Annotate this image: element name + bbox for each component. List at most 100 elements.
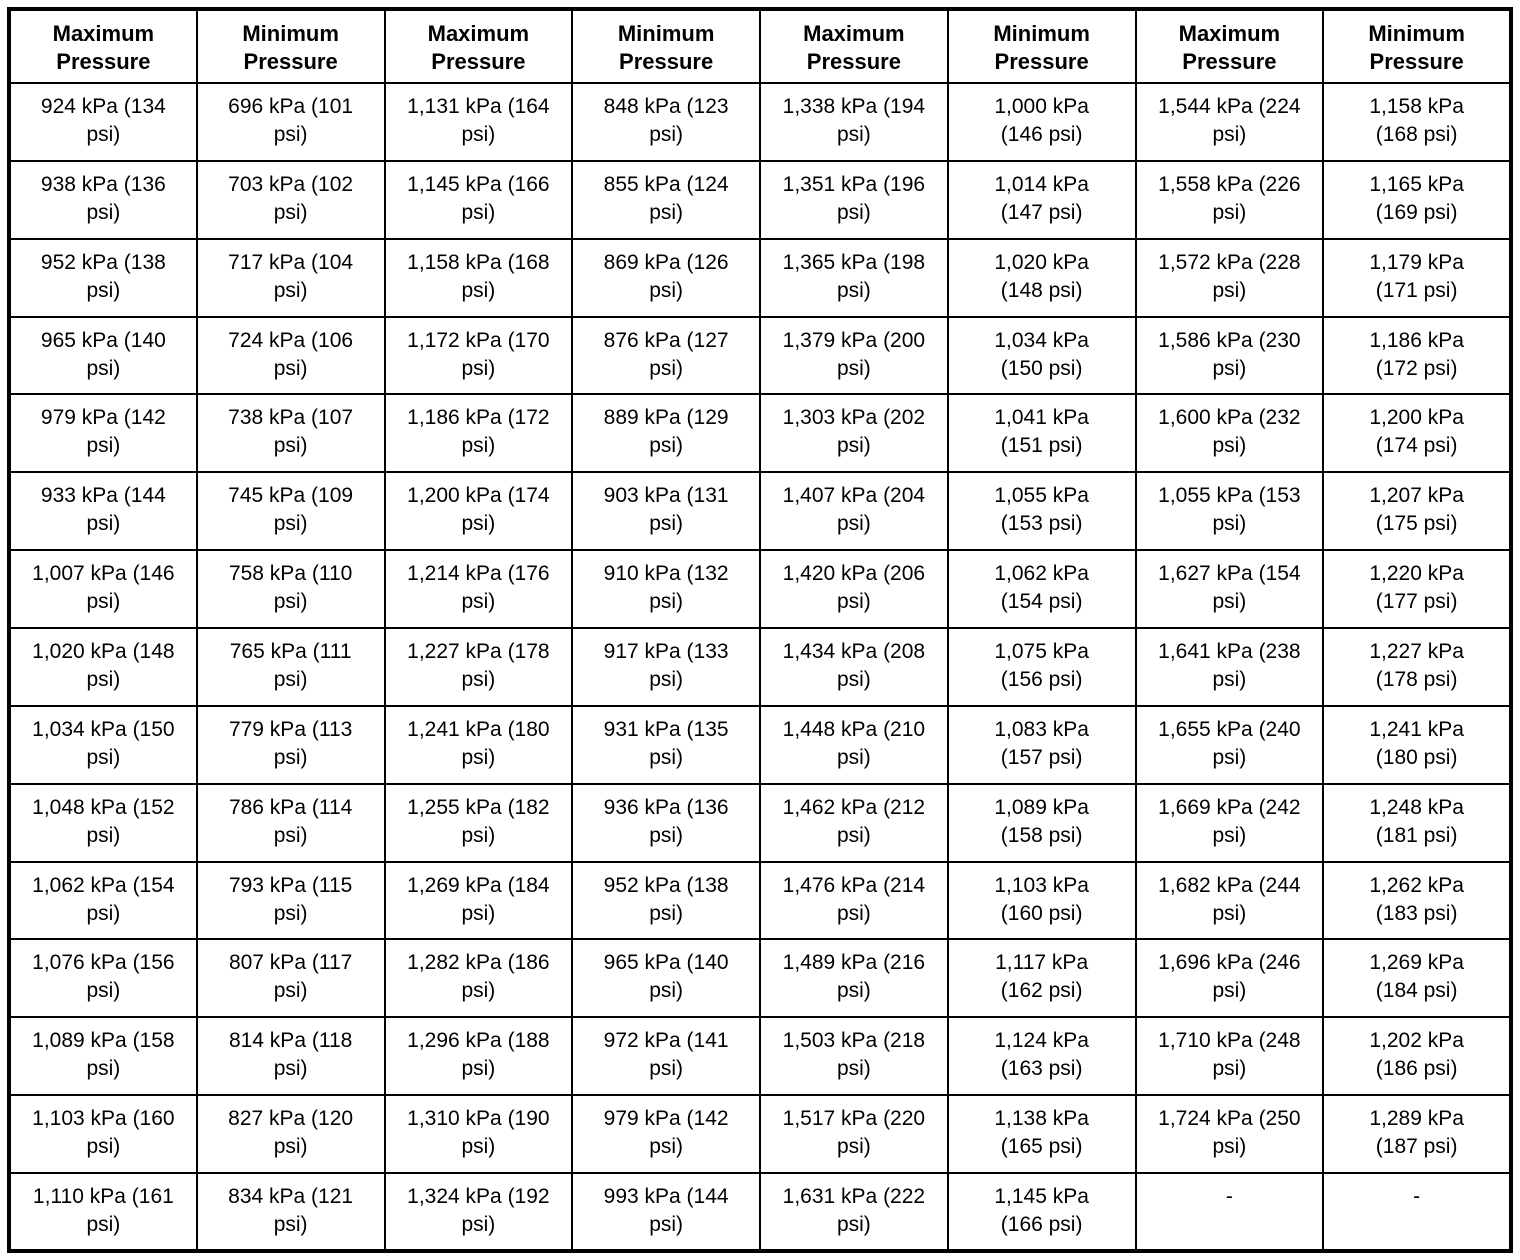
table-cell: 1,241 kPa (180 psi) [383,704,574,785]
table-cell: 952 kPa (138 psi) [571,860,761,941]
table-cell: 1,544 kPa (224 psi) [1134,82,1325,162]
table-cell: 1,214 kPa (176 psi) [383,549,574,630]
table-cell: 1,089 kPa (158 psi) [946,782,1137,863]
table-cell: 1,289 kPa (187 psi) [1322,1094,1512,1175]
table-cell: 1,138 kPa (165 psi) [946,1094,1137,1175]
table-cell: 779 kPa (113 psi) [195,704,386,785]
table-cell: 889 kPa (129 psi) [571,393,761,474]
column-header: Maximum Pressure [1134,8,1325,84]
table-cell: 765 kPa (111 psi) [195,627,386,707]
table-cell: - [1134,1172,1325,1252]
table-row: 1,048 kPa (152 psi) 786 kPa (114 psi) 1,25… [8,782,1512,863]
column-header: Minimum Pressure [946,8,1137,84]
table-cell: 952 kPa (138 psi) [8,237,198,318]
table-cell: 1,627 kPa (154 psi) [1134,549,1325,630]
table-cell: 1,014 kPa (147 psi) [946,159,1137,240]
table-cell: 786 kPa (114 psi) [195,782,386,863]
table-cell: 1,241 kPa (180 psi) [1322,704,1512,785]
table-cell: 848 kPa (123 psi) [571,82,761,162]
table-cell: 1,296 kPa (188 psi) [383,1016,574,1097]
column-header: Minimum Pressure [571,8,761,84]
table-cell: 1,476 kPa (214 psi) [759,860,949,941]
table-cell: 924 kPa (134 psi) [8,82,198,162]
table-cell: 1,227 kPa (178 psi) [383,627,574,707]
table-cell: 938 kPa (136 psi) [8,159,198,240]
table-cell: 1,631 kPa (222 psi) [759,1172,949,1252]
table-cell: 1,076 kPa (156 psi) [8,938,198,1019]
table-cell: 1,007 kPa (146 psi) [8,549,198,630]
table-row: 1,089 kPa (158 psi) 814 kPa (118 psi) 1,29… [8,1016,1512,1097]
table-body: 924 kPa (134 psi) 696 kPa (101 psi) 1,131 … [8,82,1512,1252]
table-cell: 1,048 kPa (152 psi) [8,782,198,863]
table-cell: 917 kPa (133 psi) [571,627,761,707]
table-cell: 1,200 kPa (174 psi) [383,471,574,552]
column-header: Minimum Pressure [1322,8,1512,84]
table-row: 1,034 kPa (150 psi) 779 kPa (113 psi) 1,24… [8,704,1512,785]
table-row: 933 kPa (144 psi) 745 kPa (109 psi) 1,200 … [8,471,1512,552]
table-cell: 758 kPa (110 psi) [195,549,386,630]
table-cell: 1,117 kPa (162 psi) [946,938,1137,1019]
table-cell: 979 kPa (142 psi) [8,393,198,474]
table-cell: 1,220 kPa (177 psi) [1322,549,1512,630]
table-cell: 1,338 kPa (194 psi) [759,82,949,162]
table-cell: 855 kPa (124 psi) [571,159,761,240]
table-cell: 1,407 kPa (204 psi) [759,471,949,552]
table-cell: 1,420 kPa (206 psi) [759,549,949,630]
table-cell: 1,202 kPa (186 psi) [1322,1016,1512,1097]
table-cell: 1,062 kPa (154 psi) [8,860,198,941]
table-cell: 1,179 kPa (171 psi) [1322,237,1512,318]
table-cell: 1,000 kPa (146 psi) [946,82,1137,162]
table-row: 979 kPa (142 psi) 738 kPa (107 psi) 1,186 … [8,393,1512,474]
table-cell: 1,600 kPa (232 psi) [1134,393,1325,474]
table-cell: 1,075 kPa (156 psi) [946,627,1137,707]
table-cell: 1,365 kPa (198 psi) [759,237,949,318]
table-cell: 1,586 kPa (230 psi) [1134,315,1325,396]
table-cell: 1,517 kPa (220 psi) [759,1094,949,1175]
column-header: Minimum Pressure [195,8,386,84]
table-cell: 1,310 kPa (190 psi) [383,1094,574,1175]
table-cell: 745 kPa (109 psi) [195,471,386,552]
column-header: Maximum Pressure [383,8,574,84]
table-cell: 931 kPa (135 psi) [571,704,761,785]
table-cell: 1,503 kPa (218 psi) [759,1016,949,1097]
table-cell: 1,200 kPa (174 psi) [1322,393,1512,474]
table-cell: 1,710 kPa (248 psi) [1134,1016,1325,1097]
table-cell: 1,262 kPa (183 psi) [1322,860,1512,941]
table-cell: 965 kPa (140 psi) [571,938,761,1019]
table-cell: 1,158 kPa (168 psi) [1322,82,1512,162]
table-cell: 696 kPa (101 psi) [195,82,386,162]
table-cell: 1,669 kPa (242 psi) [1134,782,1325,863]
table-cell: 1,303 kPa (202 psi) [759,393,949,474]
table-cell: 1,186 kPa (172 psi) [1322,315,1512,396]
table-cell: 1,489 kPa (216 psi) [759,938,949,1019]
table-cell: 1,324 kPa (192 psi) [383,1172,574,1252]
table-cell: 1,227 kPa (178 psi) [1322,627,1512,707]
table-row: 952 kPa (138 psi) 717 kPa (104 psi) 1,158 … [8,237,1512,318]
table-row: 1,110 kPa (161 psi) 834 kPa (121 psi) 1,32… [8,1172,1512,1252]
table-cell: 1,165 kPa (169 psi) [1322,159,1512,240]
table-cell: 1,034 kPa (150 psi) [946,315,1137,396]
table-cell: 933 kPa (144 psi) [8,471,198,552]
table-cell: 1,248 kPa (181 psi) [1322,782,1512,863]
table-cell: 1,062 kPa (154 psi) [946,549,1137,630]
table-cell: 1,655 kPa (240 psi) [1134,704,1325,785]
table-cell: 1,186 kPa (172 psi) [383,393,574,474]
table-cell: 1,724 kPa (250 psi) [1134,1094,1325,1175]
table-cell: 1,158 kPa (168 psi) [383,237,574,318]
table-cell: 1,089 kPa (158 psi) [8,1016,198,1097]
pressure-table: Maximum Pressure Minimum Pressure Maximum … [7,7,1513,1253]
table-cell: 1,696 kPa (246 psi) [1134,938,1325,1019]
table-row: 1,007 kPa (146 psi) 758 kPa (110 psi) 1,21… [8,549,1512,630]
table-row: 938 kPa (136 psi) 703 kPa (102 psi) 1,145 … [8,159,1512,240]
table-cell: 910 kPa (132 psi) [571,549,761,630]
table-cell: 834 kPa (121 psi) [195,1172,386,1252]
table-cell: 876 kPa (127 psi) [571,315,761,396]
table-cell: 738 kPa (107 psi) [195,393,386,474]
column-header: Maximum Pressure [759,8,949,84]
table-cell: 1,110 kPa (161 psi) [8,1172,198,1252]
table-cell: 1,207 kPa (175 psi) [1322,471,1512,552]
table-cell: 965 kPa (140 psi) [8,315,198,396]
table-cell: 1,124 kPa (163 psi) [946,1016,1137,1097]
table-cell: 814 kPa (118 psi) [195,1016,386,1097]
table-cell: 869 kPa (126 psi) [571,237,761,318]
